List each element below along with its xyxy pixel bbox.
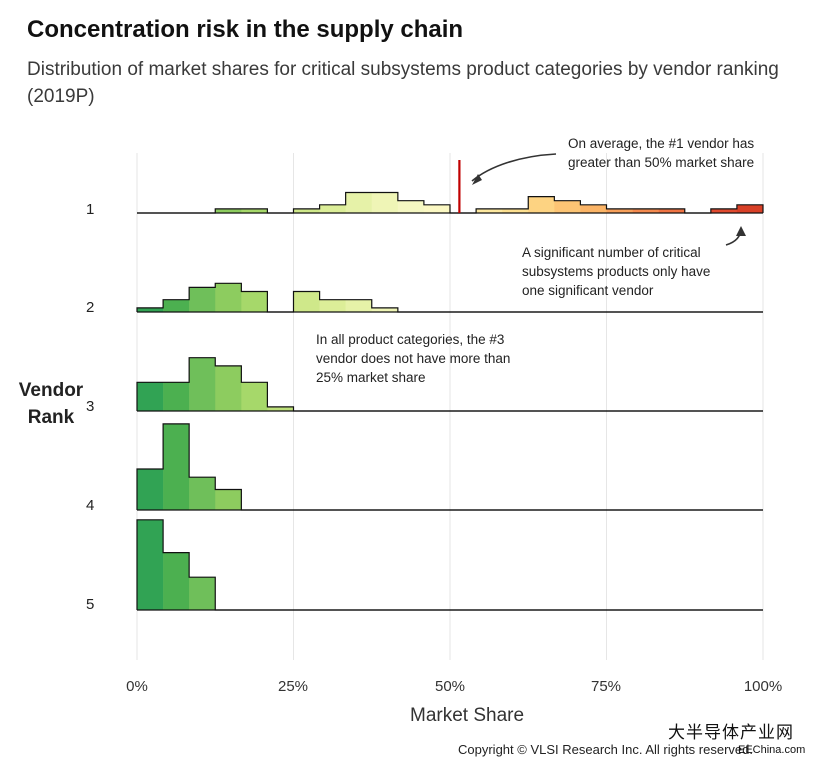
histogram-bin: [580, 204, 607, 213]
histogram-bin: [606, 208, 633, 213]
histogram-bin: [554, 200, 581, 213]
histogram-bin: [137, 469, 164, 510]
rank-label: 4: [86, 497, 95, 514]
x-tick-label: 50%: [434, 678, 466, 695]
rank-label: 5: [86, 596, 95, 613]
histogram-bin: [632, 208, 659, 213]
avg-vendor-annotation: On average, the #1 vendor has greater th…: [568, 136, 755, 170]
rank-label: 1: [86, 201, 95, 218]
x-tick-label: 0%: [126, 678, 148, 695]
x-tick-label: 100%: [743, 678, 783, 695]
histogram-bin: [319, 299, 346, 312]
x-tick-label: 25%: [277, 678, 309, 695]
histogram-bin: [423, 204, 451, 213]
single-vendor-annotation: A significant number of critical subsyst…: [522, 245, 711, 298]
series-rank-2: [136, 282, 763, 313]
histogram-bin: [215, 365, 242, 411]
series-rank-5: [136, 519, 763, 611]
annotation-arrows: [471, 153, 746, 246]
series-rank-4: [136, 423, 763, 511]
avg-note-arrowhead: [472, 174, 482, 185]
histogram-bin: [137, 519, 164, 610]
histogram-bin: [163, 423, 190, 510]
rank-label: 3: [86, 398, 95, 415]
histogram-bin: [163, 299, 190, 312]
histogram-bin: [371, 192, 399, 213]
single-vendor-arrowhead: [736, 226, 746, 236]
histogram-bin: [345, 192, 373, 213]
series-rank-3: [136, 357, 763, 412]
histogram-bin: [345, 299, 373, 312]
watermark-chinese: 大半导体产业网: [668, 723, 794, 742]
rank-label: 2: [86, 299, 95, 316]
histogram-bin: [163, 552, 190, 610]
histogram-bin: [658, 208, 686, 213]
histogram-bin: [189, 577, 216, 610]
histogram-bin: [189, 477, 216, 510]
histogram-bin: [267, 406, 294, 411]
copyright-notice: Copyright © VLSI Research Inc. All right…: [458, 742, 753, 757]
watermark-site: EEChina.com: [738, 744, 806, 756]
histogram-bin: [293, 208, 320, 213]
chart-subtitle: Distribution of market shares for critic…: [27, 59, 779, 107]
x-axis-label: Market Share: [410, 705, 525, 726]
histogram-bin: [215, 489, 242, 510]
histogram-bin: [215, 208, 242, 213]
series-layer: [136, 191, 764, 611]
histogram-bin: [293, 291, 320, 312]
histogram-bin: [528, 196, 555, 213]
histogram-bin: [736, 204, 764, 213]
histogram-bin: [215, 283, 242, 312]
histogram-bin: [137, 382, 164, 411]
histogram-bin: [397, 200, 425, 213]
histogram-bin: [502, 208, 529, 213]
histogram-bin: [319, 204, 346, 213]
histogram-bin: [476, 208, 503, 213]
histogram-bin: [163, 382, 190, 411]
histogram-bin: [241, 382, 268, 411]
histogram-bin: [137, 307, 164, 312]
chart-title: Concentration risk in the supply chain: [27, 16, 464, 43]
histogram-bin: [189, 357, 216, 411]
histogram-bin: [189, 287, 216, 312]
histogram-bin: [371, 307, 399, 312]
histogram-bin: [241, 291, 268, 312]
histogram-bin: [241, 208, 268, 213]
histogram-bin: [710, 208, 738, 213]
avg-note-arrow: [471, 153, 557, 182]
series-rank-1: [137, 191, 764, 214]
x-tick-label: 75%: [590, 678, 622, 695]
third-vendor-annotation: In all product categories, the #3 vendor…: [316, 332, 511, 385]
y-axis-label: Vendor Rank: [18, 380, 84, 428]
